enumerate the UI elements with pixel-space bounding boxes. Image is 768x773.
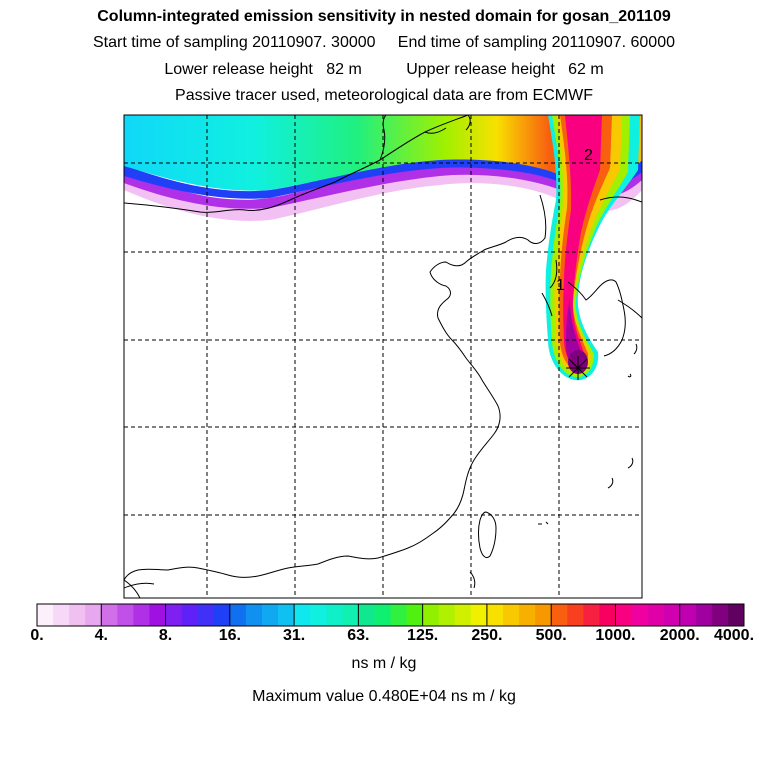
colorbar-tick-label: 125. [407,627,439,644]
colorbar-segment [85,604,102,626]
tracer-info-line: Passive tracer used, meteorological data… [175,87,593,104]
colorbar-tick-label: 31. [282,627,306,644]
release-height-line: Lower release height 82 m Upper release … [164,61,604,78]
colorbar-tick-label: 4. [94,627,108,644]
colorbar-segment [551,604,568,626]
colorbar-segment [53,604,70,626]
colorbar-segment [229,604,247,626]
colorbar-segment [615,604,633,626]
colorbar-segment [294,604,311,626]
colorbar-segment [101,604,118,626]
colorbar-tick-label: 1000. [595,627,636,644]
colorbar-segment [631,604,649,626]
colorbar-segment [711,604,729,626]
colorbar-segment [117,604,134,626]
colorbar-segment [679,604,697,626]
colorbar-segment [422,604,440,626]
colorbar-segment [149,604,167,626]
colorbar-segment [374,604,391,626]
colorbar-tick-label: 8. [158,627,173,644]
colorbar-segment [213,604,231,626]
colorbar-segment [486,604,504,626]
colorbar-tick-label: 4000. [713,627,755,644]
colorbar-segment [261,604,279,626]
trajectory-marker-1: 1 [556,277,565,294]
colorbar-segment [535,604,552,626]
colorbar-segment [326,604,343,626]
colorbar-segment [278,604,295,626]
colorbar-units: ns m / kg [351,655,417,672]
colorbar-segment [583,604,600,626]
colorbar-segment [502,604,520,626]
colorbar-segment [647,604,665,626]
colorbar-segment [519,604,536,626]
sampling-time-line: Start time of sampling 20110907. 30000 E… [92,34,675,51]
colorbar-segment [567,604,584,626]
colorbar-segment [470,604,488,626]
colorbar-segment [454,604,472,626]
colorbar-segment [663,604,681,626]
colorbar-segment [342,604,359,626]
colorbar-tick-label: 63. [347,627,370,644]
trajectory-marker-2: 2 [584,147,593,164]
lat-lon-grid [124,115,642,598]
colorbar-tick-label: 16. [218,627,241,644]
colorbar-tick-label: 250. [471,627,503,644]
colorbar-segment [727,604,745,626]
colorbar-segment [695,604,713,626]
colorbar-tick-label: 2000. [659,627,700,644]
colorbar-segment [181,604,199,626]
colorbar-segment [245,604,263,626]
maximum-value-text: Maximum value 0.480E+04 ns m / kg [252,688,516,705]
colorbar-tick-label: 0. [30,627,44,644]
colorbar-segment [69,604,86,626]
colorbar-segment [197,604,215,626]
map-frame [123,114,643,599]
colorbar-segment [390,604,408,626]
plot-title: Column-integrated emission sensitivity i… [97,8,671,25]
colorbar-segment [165,604,183,626]
colorbar-segment [310,604,327,626]
colorbar-segment [358,604,375,626]
colorbar-segment [599,604,616,626]
colorbar-frame [36,603,745,627]
colorbar-segment [406,604,424,626]
colorbar-tick-label: 500. [535,627,567,644]
colorbar-segment [438,604,456,626]
colorbar-segment [37,604,54,626]
colorbar-segment [133,604,150,626]
star-marker-icon [566,356,590,380]
